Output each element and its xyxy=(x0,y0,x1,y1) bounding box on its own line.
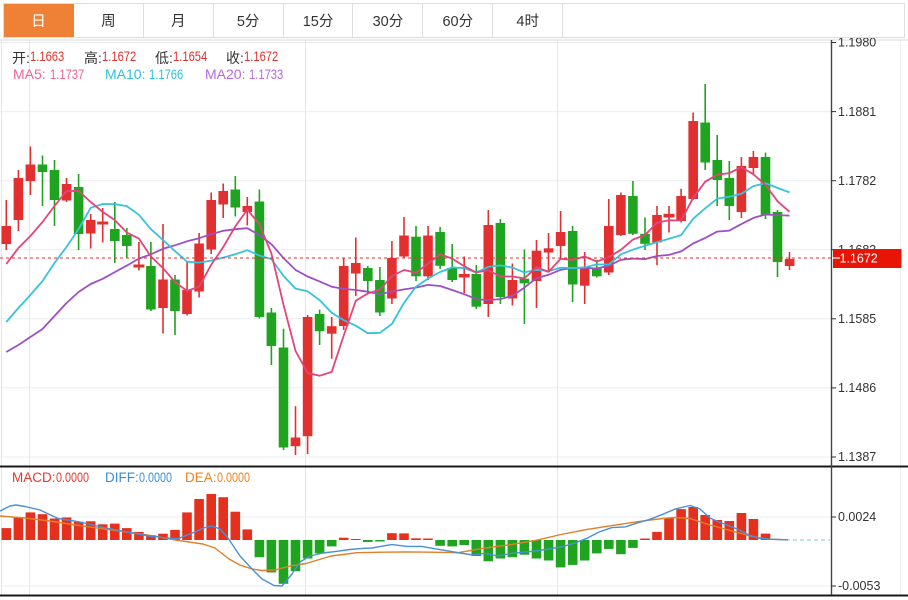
svg-text:1.1782: 1.1782 xyxy=(838,174,876,188)
svg-text:1.1486: 1.1486 xyxy=(838,381,876,395)
svg-text:-0.0053: -0.0053 xyxy=(838,579,880,593)
svg-text:1.1881: 1.1881 xyxy=(838,105,876,119)
svg-text:1.1672: 1.1672 xyxy=(840,252,878,266)
svg-text:1.1585: 1.1585 xyxy=(838,312,876,326)
svg-text:1.1387: 1.1387 xyxy=(838,450,876,464)
svg-text:1.1980: 1.1980 xyxy=(838,36,876,50)
svg-text:0.0024: 0.0024 xyxy=(838,510,876,524)
